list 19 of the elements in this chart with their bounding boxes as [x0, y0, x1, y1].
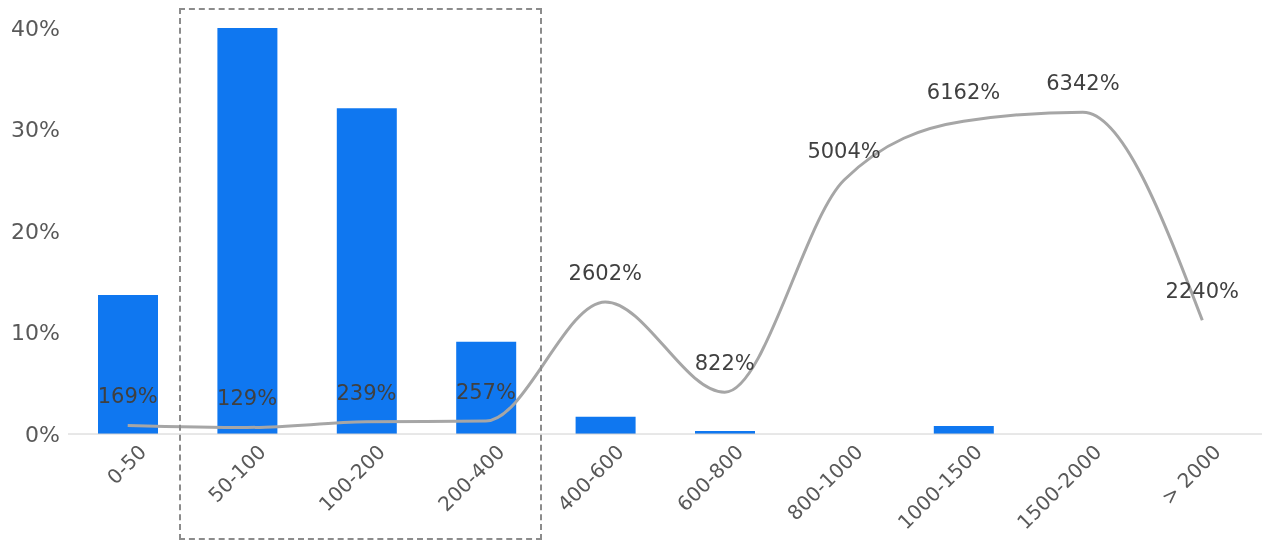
- y-tick-label: 30%: [11, 117, 60, 143]
- data-label: 6342%: [1046, 71, 1120, 96]
- y-tick-label: 0%: [25, 421, 60, 447]
- bar: [575, 416, 636, 434]
- bar: [217, 28, 278, 434]
- data-label: 6162%: [926, 80, 1001, 105]
- data-label: 129%: [217, 386, 278, 411]
- y-tick-label: 40%: [11, 15, 60, 41]
- data-label: 822%: [694, 351, 755, 376]
- y-tick-label: 20%: [11, 218, 60, 244]
- bar: [336, 108, 397, 434]
- bar: [98, 294, 158, 434]
- y-tick-label: 10%: [11, 320, 60, 346]
- data-label: 2602%: [568, 260, 642, 285]
- data-label: 169%: [97, 384, 158, 409]
- data-label: 239%: [336, 380, 397, 405]
- data-label: 257%: [455, 379, 516, 404]
- data-label: 5004%: [807, 139, 881, 164]
- data-label: 2240%: [1165, 279, 1239, 304]
